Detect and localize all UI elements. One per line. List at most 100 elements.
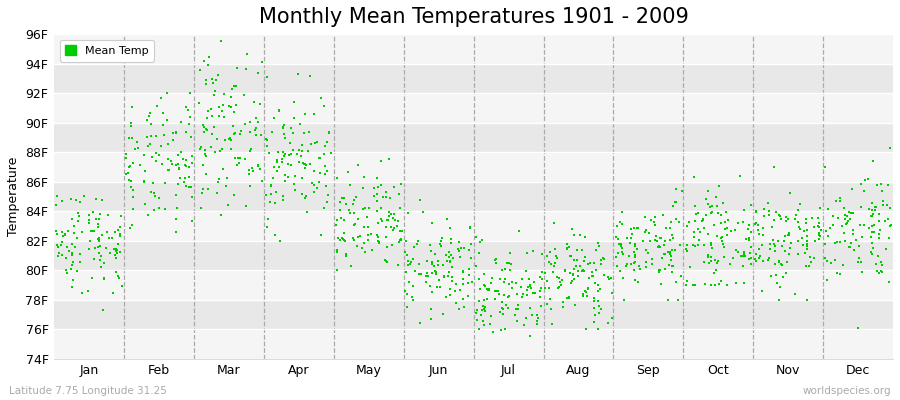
Point (710, 202, 724, 209)
Point (113, 233, 128, 239)
Point (119, 150, 133, 157)
Point (666, 262, 680, 269)
Point (652, 267, 667, 273)
Point (195, 122, 210, 129)
Point (248, 99, 262, 105)
Point (873, 181, 887, 187)
Point (626, 225, 641, 232)
Point (742, 237, 756, 244)
Point (851, 254, 866, 261)
Point (394, 236, 409, 243)
Point (636, 238, 651, 244)
Point (335, 195, 349, 202)
Point (379, 258, 393, 265)
Point (832, 270, 847, 277)
Point (706, 222, 721, 228)
Point (193, 146, 207, 153)
Point (545, 269, 560, 276)
Point (508, 312, 523, 319)
Point (283, 140, 297, 146)
Point (461, 279, 475, 286)
Point (432, 276, 446, 283)
Point (169, 205, 184, 211)
Point (488, 296, 502, 302)
Point (160, 167, 175, 174)
Point (756, 258, 770, 264)
Point (843, 244, 858, 250)
Point (370, 232, 384, 239)
Point (578, 288, 592, 295)
Point (197, 124, 211, 130)
Point (705, 244, 719, 251)
Point (656, 242, 670, 248)
Point (760, 200, 775, 206)
Point (772, 212, 787, 218)
Point (179, 157, 194, 163)
Point (93, 256, 107, 263)
Point (792, 224, 806, 230)
Point (497, 279, 511, 286)
Point (481, 287, 495, 294)
Point (855, 269, 869, 276)
Point (198, 77, 212, 83)
Point (281, 174, 295, 180)
Point (624, 261, 638, 268)
Point (700, 188, 715, 194)
Point (680, 242, 695, 248)
Point (821, 233, 835, 240)
Point (133, 162, 148, 168)
Point (610, 263, 625, 270)
Point (267, 164, 282, 170)
Point (511, 306, 526, 312)
Point (201, 62, 215, 68)
Point (627, 249, 642, 255)
Point (382, 195, 397, 201)
Point (311, 155, 326, 161)
Point (113, 230, 128, 237)
Point (282, 151, 296, 158)
Point (800, 242, 814, 249)
Point (278, 134, 293, 141)
Point (204, 76, 219, 83)
Point (321, 129, 336, 136)
Point (838, 212, 852, 218)
Point (778, 233, 793, 240)
Point (875, 269, 889, 275)
Point (183, 114, 197, 120)
Point (797, 228, 812, 234)
Point (126, 206, 140, 212)
Point (841, 218, 855, 224)
Point (217, 91, 231, 97)
Point (452, 305, 466, 312)
Point (452, 239, 466, 246)
Point (109, 248, 123, 254)
Point (446, 254, 461, 261)
Point (408, 244, 422, 250)
Point (313, 170, 328, 176)
Bar (54, 64, 893, 93)
Point (307, 168, 321, 174)
Point (254, 132, 268, 138)
Point (251, 163, 266, 170)
Point (92, 238, 106, 245)
Point (216, 166, 230, 172)
Point (658, 266, 672, 272)
Point (347, 222, 362, 228)
Point (760, 257, 775, 264)
Point (800, 241, 814, 247)
Point (767, 164, 781, 170)
Point (587, 294, 601, 301)
Point (498, 266, 512, 272)
Point (655, 212, 670, 218)
Point (137, 179, 151, 185)
Point (109, 269, 123, 276)
Point (70, 235, 85, 242)
Point (351, 162, 365, 168)
Point (207, 124, 221, 131)
Point (548, 246, 562, 252)
Point (104, 234, 119, 241)
Point (404, 258, 419, 265)
Point (304, 140, 319, 147)
Point (494, 267, 508, 274)
Point (639, 247, 653, 253)
